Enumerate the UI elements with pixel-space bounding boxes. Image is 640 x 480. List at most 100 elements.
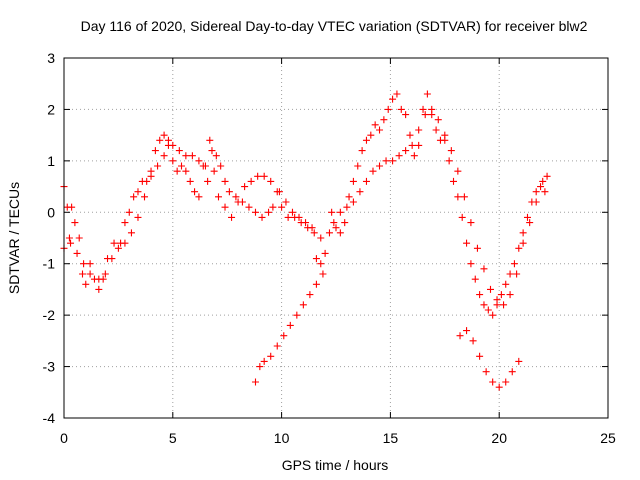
data-point	[376, 162, 384, 170]
data-point	[343, 203, 351, 211]
data-point	[349, 177, 357, 185]
data-point	[506, 270, 514, 278]
data-point	[486, 285, 494, 293]
data-point	[489, 311, 497, 319]
data-point	[402, 147, 410, 155]
y-tick-label: -1	[43, 256, 56, 272]
y-axis-label: SDTVAR / TECUs	[6, 182, 22, 294]
data-point	[495, 383, 503, 391]
data-point	[419, 105, 427, 113]
data-point	[321, 249, 329, 257]
data-point	[67, 239, 75, 247]
data-point	[362, 136, 370, 144]
data-point	[173, 167, 181, 175]
data-point	[480, 301, 488, 309]
data-point	[245, 203, 253, 211]
data-point	[384, 105, 392, 113]
data-point	[319, 270, 327, 278]
data-point	[156, 136, 164, 144]
data-point	[278, 203, 286, 211]
data-point	[515, 357, 523, 365]
data-point	[539, 177, 547, 185]
data-point	[178, 162, 186, 170]
data-point	[330, 219, 338, 227]
data-point	[376, 126, 384, 134]
data-point	[441, 131, 449, 139]
data-point	[410, 152, 418, 160]
data-point	[260, 357, 268, 365]
data-point	[254, 172, 262, 180]
data-point	[130, 193, 138, 201]
data-point	[308, 224, 316, 232]
data-point	[212, 152, 220, 160]
data-point	[415, 141, 423, 149]
data-point	[295, 213, 303, 221]
data-point	[356, 188, 364, 196]
data-point	[221, 203, 229, 211]
data-point	[434, 116, 442, 124]
data-point	[186, 177, 194, 185]
data-point	[541, 188, 549, 196]
y-tick-label: -3	[43, 359, 56, 375]
data-point	[506, 291, 514, 299]
data-point	[312, 255, 320, 263]
data-point	[362, 177, 370, 185]
data-point	[463, 239, 471, 247]
data-point	[221, 177, 229, 185]
data-point	[147, 167, 155, 175]
data-point	[317, 234, 325, 242]
data-point	[310, 229, 318, 237]
data-point	[445, 157, 453, 165]
data-point	[382, 157, 390, 165]
data-point	[523, 213, 531, 221]
data-point	[345, 193, 353, 201]
data-point	[469, 337, 477, 345]
data-point	[476, 352, 484, 360]
data-point	[247, 177, 255, 185]
data-point	[273, 342, 281, 350]
data-point	[432, 126, 440, 134]
data-point	[299, 301, 307, 309]
data-point	[421, 111, 429, 119]
data-point	[508, 368, 516, 376]
data-point	[286, 321, 294, 329]
x-tick-label: 20	[491, 430, 507, 446]
data-point	[241, 183, 249, 191]
data-point	[82, 280, 90, 288]
data-point	[154, 162, 162, 170]
data-point	[306, 291, 314, 299]
data-point	[134, 188, 142, 196]
data-point	[121, 219, 129, 227]
data-point	[195, 157, 203, 165]
data-point	[75, 234, 83, 242]
y-tick-label: 2	[47, 101, 55, 117]
data-point	[182, 152, 190, 160]
data-point	[275, 188, 283, 196]
series-track-e	[251, 270, 327, 386]
data-point	[543, 172, 551, 180]
data-point	[458, 213, 466, 221]
y-tick-label: -2	[43, 307, 56, 323]
data-point	[269, 203, 277, 211]
data-point	[210, 167, 218, 175]
data-point	[354, 162, 362, 170]
data-point	[467, 260, 475, 268]
data-point	[125, 208, 133, 216]
data-point	[228, 213, 236, 221]
data-point	[251, 378, 259, 386]
data-point	[397, 105, 405, 113]
data-point	[80, 260, 88, 268]
data-point	[169, 157, 177, 165]
data-point	[199, 162, 207, 170]
data-point	[510, 260, 518, 268]
data-point	[232, 193, 240, 201]
data-point	[160, 131, 168, 139]
data-point	[332, 224, 340, 232]
series-track-d	[325, 105, 551, 309]
data-point	[406, 131, 414, 139]
data-point	[95, 285, 103, 293]
data-point	[336, 229, 344, 237]
x-axis-label: GPS time / hours	[282, 457, 389, 473]
data-point	[251, 208, 259, 216]
y-tick-label: 0	[47, 204, 55, 220]
